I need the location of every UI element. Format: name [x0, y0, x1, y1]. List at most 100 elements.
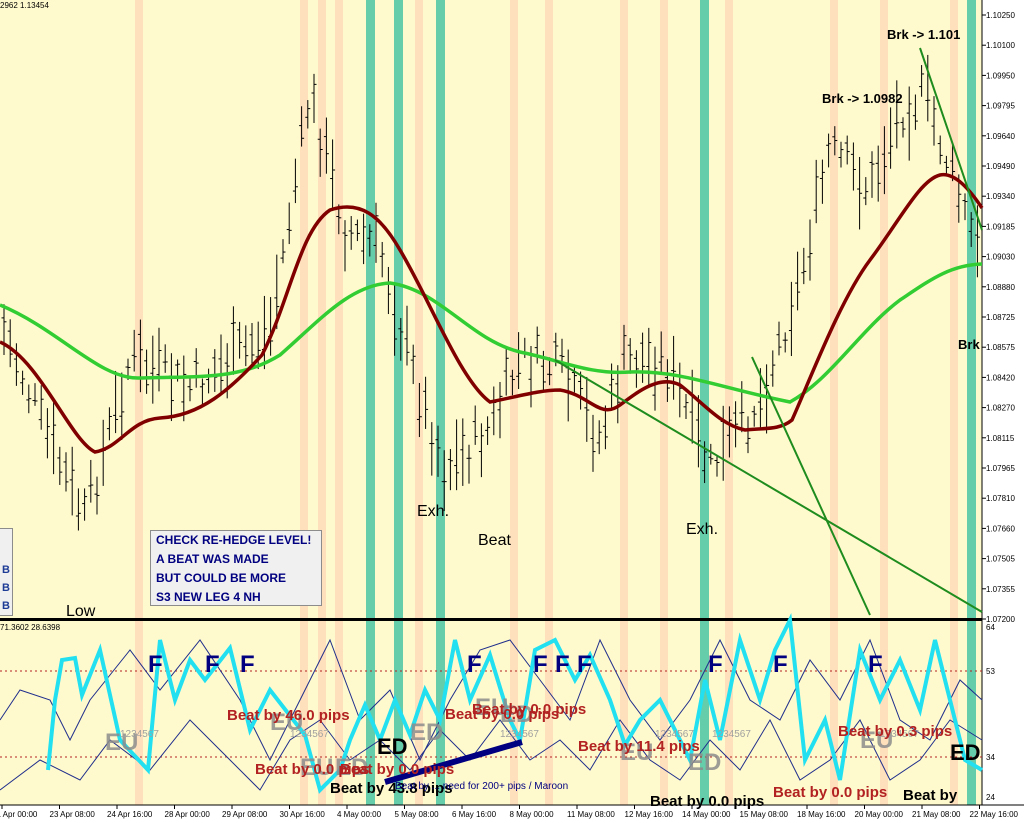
wave-label: ED [410, 719, 443, 746]
annotation-break: Brk [958, 337, 980, 352]
f-marker: F [148, 651, 163, 678]
time-axis-label: 8 May 00:00 [510, 810, 555, 819]
time-axis-label: 30 Apr 16:00 [280, 810, 326, 819]
price-bar [100, 419, 106, 486]
wave-label: ED [688, 749, 721, 776]
session-band-pink [335, 0, 343, 805]
price-bar [950, 144, 956, 182]
price-bar [367, 224, 373, 257]
left-panel-item: B [2, 600, 10, 612]
oscillator-thin-a [0, 638, 983, 762]
price-axis-label: 1.08575 [986, 343, 1015, 352]
price-bar [658, 331, 664, 373]
price-bar [788, 281, 794, 357]
session-band-pink [545, 0, 553, 805]
time-axis-label: 12 May 16:00 [625, 810, 674, 819]
price-bar [640, 332, 646, 383]
price-bar [113, 370, 119, 434]
price-bar [888, 107, 894, 169]
session-band-teal [700, 0, 709, 805]
time-axis-panel [0, 805, 1024, 823]
session-band-teal [967, 0, 976, 805]
price-bar [875, 145, 881, 202]
annotation-low: Low [66, 603, 96, 620]
time-axis-label: 21 May 08:00 [912, 810, 961, 819]
price-bar [162, 344, 168, 373]
time-axis-label: 18 May 16:00 [797, 810, 846, 819]
price-bar [943, 155, 949, 177]
hedge-panel-line: BUT COULD BE MORE [156, 571, 286, 585]
f-marker: F [205, 651, 220, 678]
f-marker: F [533, 651, 548, 678]
price-bar [435, 425, 441, 477]
price-bar [826, 133, 832, 168]
price-bar [404, 305, 410, 366]
price-bar [931, 96, 937, 146]
price-bar [385, 266, 391, 315]
price-axis-panel [982, 0, 1024, 823]
price-bar [280, 239, 286, 264]
price-axis-label: 1.09795 [986, 102, 1015, 111]
price-bar [578, 371, 584, 410]
f-marker: F [773, 651, 788, 678]
f-marker: F [708, 651, 723, 678]
price-bar [708, 443, 714, 465]
price-bar [590, 414, 596, 472]
price-bar [857, 156, 863, 230]
price-bar [646, 327, 652, 387]
price-bar [912, 94, 918, 130]
price-bar [652, 346, 658, 411]
hedge-panel-title: CHECK RE-HEDGE LEVEL! [156, 533, 312, 547]
price-bar [243, 325, 249, 367]
price-bar [230, 306, 236, 375]
trendline-down [554, 359, 983, 613]
price-bar [683, 394, 689, 420]
beat-measure-line [384, 739, 523, 785]
session-band-pink [830, 0, 838, 805]
price-bar [423, 376, 429, 429]
indicator-axis-label: 24 [986, 793, 995, 802]
price-bar [962, 193, 968, 221]
price-bar [75, 488, 81, 531]
price-axis-label: 1.08725 [986, 313, 1015, 322]
wave-label: ED [335, 754, 368, 781]
beat-result-label: Beat by 43.8 pips [330, 780, 453, 797]
price-bar [131, 329, 137, 372]
time-axis-label: 23 Apr 08:00 [50, 810, 96, 819]
price-bar [212, 349, 218, 392]
time-axis-label: 28 Apr 00:00 [165, 810, 211, 819]
price-bar [94, 476, 100, 515]
price-bar [261, 295, 267, 370]
annotation-exhaustion: Exh. [686, 521, 718, 538]
price-bar [361, 213, 367, 265]
price-bar [869, 151, 875, 198]
session-band-pink [300, 0, 308, 805]
price-bar [268, 297, 274, 356]
price-bar [571, 364, 577, 393]
time-axis-label: 4 May 00:00 [337, 810, 382, 819]
session-band-teal [436, 0, 445, 805]
price-bar [733, 401, 739, 448]
price-bar [485, 416, 491, 445]
price-bar [373, 202, 379, 263]
price-bar [13, 343, 19, 386]
price-bar [218, 334, 224, 396]
price-bar [596, 420, 602, 455]
annotation-beat: Beat [478, 532, 511, 549]
price-bar [547, 357, 553, 386]
price-bar [26, 384, 32, 414]
left-panel-item: B [2, 582, 10, 594]
price-bar [819, 159, 825, 204]
price-bar [416, 382, 422, 438]
price-axis-label: 1.08270 [986, 404, 1015, 413]
price-bar [317, 128, 323, 177]
price-bar [677, 362, 683, 418]
price-bar [503, 348, 509, 396]
price-bar [844, 135, 850, 165]
price-bar [237, 321, 243, 359]
price-bar [770, 350, 776, 387]
price-bar [695, 395, 701, 468]
time-axis-label: 11 May 08:00 [567, 810, 615, 819]
